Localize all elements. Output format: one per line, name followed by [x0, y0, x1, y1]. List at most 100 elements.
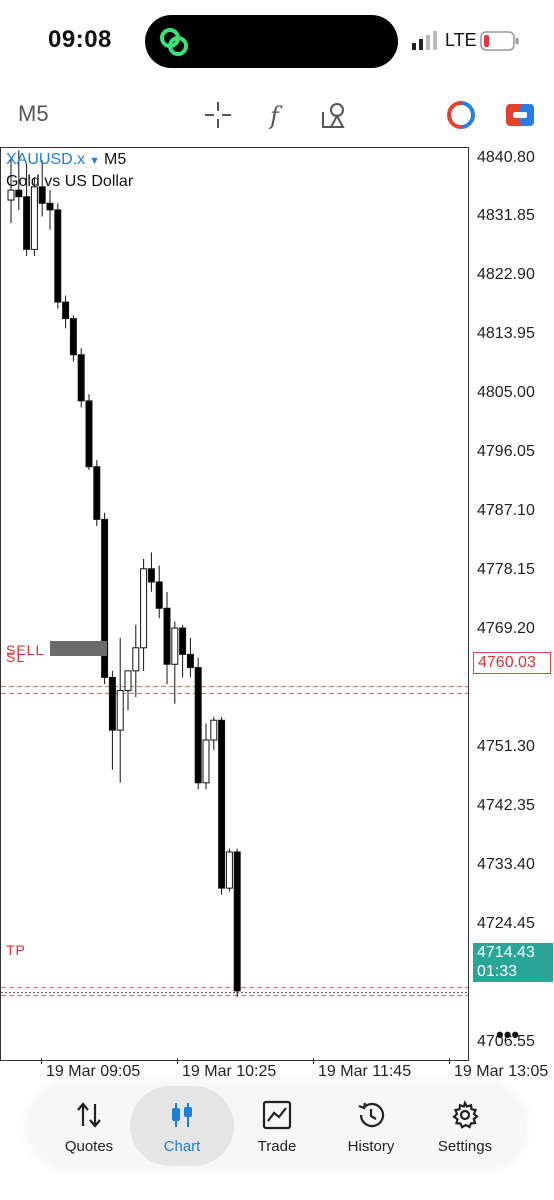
- candle-body: [179, 627, 187, 655]
- bar-countdown: 01:33: [477, 963, 518, 980]
- candle-body: [101, 518, 109, 678]
- candle-body: [218, 719, 226, 889]
- nav-history-label: History: [347, 1138, 395, 1155]
- more-options-icon[interactable]: •••: [496, 1022, 520, 1047]
- candlestick-chart[interactable]: [1, 148, 469, 1061]
- candle-body: [7, 189, 15, 201]
- svg-text:f: f: [268, 102, 283, 130]
- sl-line-label: SL: [6, 649, 26, 665]
- price-tick: 4831.85: [477, 207, 535, 225]
- candle-body: [132, 647, 140, 672]
- chart-toolbar: M5 f: [0, 88, 554, 140]
- candlestick-icon: [172, 1103, 192, 1127]
- crosshair-icon[interactable]: [203, 100, 233, 130]
- candle-body: [85, 400, 93, 468]
- candle-body: [186, 653, 194, 669]
- candle-body: [163, 607, 171, 665]
- price-tick: 4778.15: [477, 561, 535, 579]
- candle-body: [30, 186, 38, 250]
- time-axis: 19 Mar 09:05 19 Mar 10:25 19 Mar 11:45 19 M…: [0, 1058, 554, 1084]
- price-tick: 4813.95: [477, 325, 535, 343]
- settings-gear-icon: [452, 1100, 479, 1129]
- symbol-timeframe: M5: [104, 151, 127, 168]
- sell-volume-marker: [50, 641, 107, 656]
- dynamic-island: [145, 15, 398, 68]
- bottom-navigation: Quotes Chart Trade History Setti: [30, 1086, 524, 1166]
- candle-body: [225, 851, 233, 889]
- sell-line-label: SELL: [6, 642, 45, 658]
- timeframe-button[interactable]: M5: [18, 101, 49, 126]
- battery-icon: [480, 31, 519, 51]
- candle-body: [194, 667, 202, 784]
- time-tick-mark: [449, 1058, 450, 1064]
- candle-body: [124, 670, 132, 692]
- nav-chart-label: Chart: [163, 1138, 201, 1155]
- candle-body: [108, 676, 116, 731]
- candle-body: [116, 690, 124, 731]
- time-tick-mark: [41, 1058, 42, 1064]
- history-clock-icon: [358, 1102, 385, 1128]
- time-tick-mark: [177, 1058, 178, 1064]
- price-tick: 4822.90: [477, 266, 535, 284]
- current-price: 4714.43: [477, 944, 535, 961]
- price-tick: 4769.20: [477, 620, 535, 638]
- price-tick: 4733.40: [477, 855, 535, 873]
- link-icon: [160, 28, 188, 56]
- symbol-description: Gold vs US Dollar: [6, 173, 134, 190]
- price-tick: 4742.35: [477, 796, 535, 814]
- candle-body: [23, 196, 31, 250]
- candle-body: [77, 354, 85, 402]
- candle-body: [155, 581, 163, 609]
- time-tick: 19 Mar 09:05: [46, 1063, 141, 1080]
- nav-quotes-label: Quotes: [64, 1138, 114, 1155]
- price-tick: 4706.55: [477, 1032, 535, 1050]
- candle-body: [69, 318, 77, 356]
- price-tick: 4751.30: [477, 737, 535, 755]
- candle-body: [233, 851, 241, 992]
- account-icon[interactable]: [446, 100, 476, 130]
- price-tick: 4840.80: [477, 148, 535, 166]
- nav-trade-label: Trade: [257, 1138, 297, 1155]
- time-tick: 19 Mar 11:45: [318, 1063, 412, 1080]
- candle-body: [62, 301, 70, 320]
- price-tick: 4787.10: [477, 502, 535, 520]
- candle-body: [54, 209, 62, 303]
- trade-chart-icon: [262, 1100, 292, 1130]
- candle-body: [171, 627, 179, 665]
- nav-quotes[interactable]: Quotes: [40, 1086, 138, 1166]
- chart-area[interactable]: [0, 147, 469, 1061]
- nav-settings-label: Settings: [437, 1138, 493, 1155]
- tp-line-label: TP: [6, 942, 26, 958]
- nav-history[interactable]: History: [322, 1086, 420, 1166]
- candle-body: [140, 568, 148, 649]
- nav-settings[interactable]: Settings: [416, 1086, 514, 1166]
- candle-body: [147, 568, 155, 583]
- candle-body: [210, 719, 218, 741]
- trade-toggle-icon[interactable]: [505, 100, 535, 130]
- candle-body: [93, 466, 101, 520]
- time-tick-mark: [313, 1058, 314, 1064]
- status-time: 09:08: [48, 26, 112, 53]
- price-tick: 4805.00: [477, 384, 535, 402]
- time-tick: 19 Mar 10:25: [182, 1063, 277, 1080]
- objects-icon[interactable]: [320, 100, 350, 130]
- symbol-name[interactable]: XAUUSD.x: [6, 151, 86, 168]
- chevron-down-icon: ▼: [89, 155, 101, 167]
- nav-trade[interactable]: Trade: [228, 1086, 326, 1166]
- price-axis[interactable]: 4840.80 4831.85 4822.90 4813.95 4805.00 4796.…: [469, 147, 554, 1061]
- price-tick: 4724.45: [477, 914, 535, 932]
- nav-chart[interactable]: Chart: [130, 1086, 234, 1166]
- sl-price-box: 4760.03: [473, 652, 551, 674]
- symbol-selector[interactable]: XAUUSD.x ▼ M5: [6, 151, 126, 169]
- current-price-box: 4714.43 01:33: [473, 943, 553, 982]
- time-tick: 19 Mar 13:05: [454, 1063, 549, 1080]
- candle-body: [202, 739, 210, 784]
- indicator-f-icon[interactable]: f: [262, 100, 292, 130]
- candle-body: [15, 189, 23, 198]
- signal-icon: [412, 31, 437, 50]
- status-bar: 09:08 LTE: [0, 0, 554, 80]
- price-tick: 4796.05: [477, 443, 535, 461]
- candle-body: [38, 186, 46, 204]
- candle-body: [46, 202, 54, 211]
- network-label: LTE: [445, 30, 477, 50]
